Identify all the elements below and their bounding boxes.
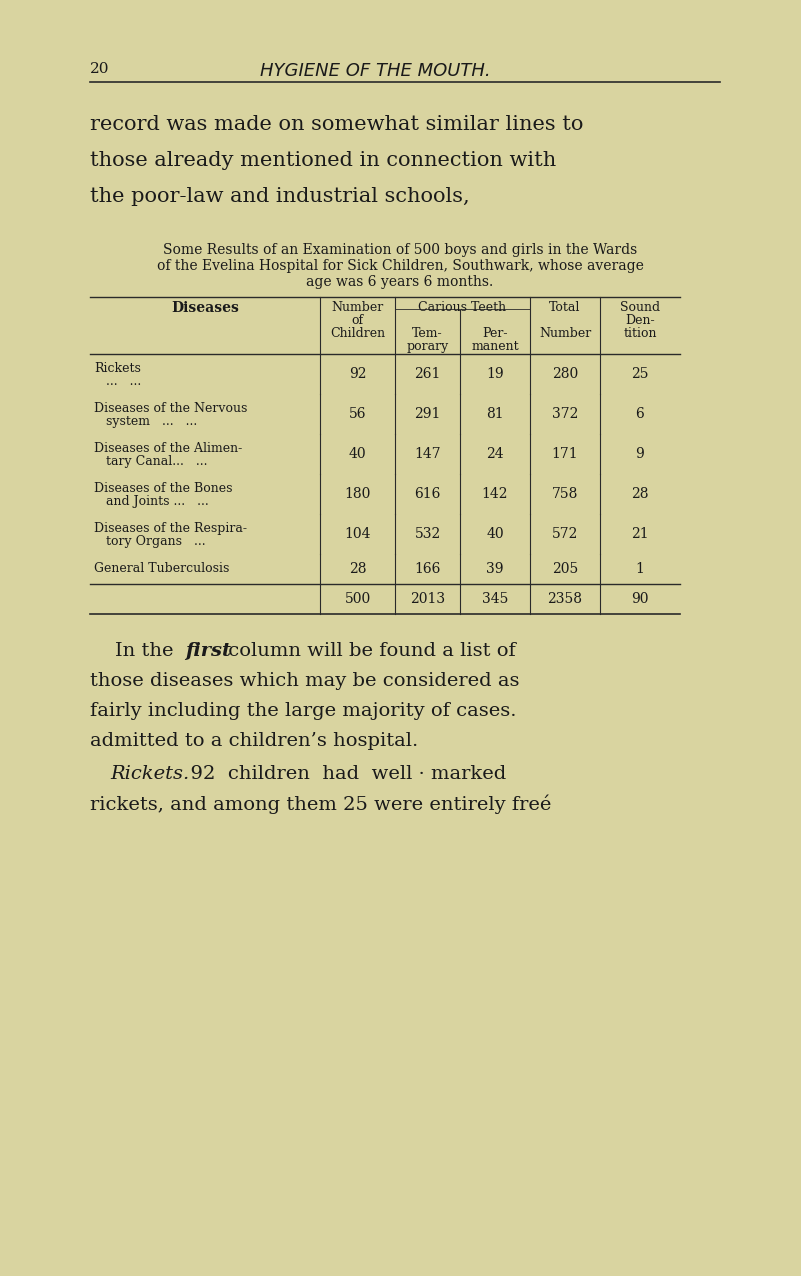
Text: Per-: Per- [482, 327, 508, 339]
Text: Tem-: Tem- [413, 327, 443, 339]
Text: 205: 205 [552, 561, 578, 575]
Text: 6: 6 [636, 407, 644, 421]
Text: Diseases of the Nervous: Diseases of the Nervous [94, 402, 248, 415]
Text: HYGIENE OF THE MOUTH.: HYGIENE OF THE MOUTH. [260, 63, 491, 80]
Text: Total: Total [549, 301, 581, 314]
Text: 180: 180 [344, 487, 371, 501]
Text: Sound: Sound [620, 301, 660, 314]
Text: 40: 40 [486, 527, 504, 541]
Text: 171: 171 [552, 447, 578, 461]
Text: 21: 21 [631, 527, 649, 541]
Text: tory Organs   ...: tory Organs ... [106, 535, 206, 547]
Text: 9: 9 [636, 447, 644, 461]
Text: 758: 758 [552, 487, 578, 501]
Text: 142: 142 [481, 487, 509, 501]
Text: ...   ...: ... ... [106, 375, 141, 388]
Text: 20: 20 [90, 63, 110, 77]
Text: 104: 104 [344, 527, 371, 541]
Text: manent: manent [471, 339, 519, 353]
Text: porary: porary [406, 339, 449, 353]
Text: rickets, and among them 25 were entirely freé: rickets, and among them 25 were entirely… [90, 795, 551, 814]
Text: tary Canal...   ...: tary Canal... ... [106, 456, 207, 468]
Text: those already mentioned in connection with: those already mentioned in connection wi… [90, 151, 556, 170]
Text: Den-: Den- [626, 314, 654, 327]
Text: 280: 280 [552, 367, 578, 382]
Text: 40: 40 [348, 447, 366, 461]
Text: those diseases which may be considered as: those diseases which may be considered a… [90, 672, 520, 690]
Text: Children: Children [330, 327, 385, 339]
Text: and Joints ...   ...: and Joints ... ... [106, 495, 209, 508]
Text: 25: 25 [631, 367, 649, 382]
Text: 56: 56 [348, 407, 366, 421]
Text: 92  children  had  well · marked: 92 children had well · marked [178, 766, 506, 783]
Text: of: of [352, 314, 364, 327]
Text: 39: 39 [486, 561, 504, 575]
Text: Carious Teeth: Carious Teeth [418, 301, 506, 314]
Text: Number: Number [539, 327, 591, 339]
Text: Diseases: Diseases [171, 301, 239, 315]
Text: system   ...   ...: system ... ... [106, 415, 197, 427]
Text: of the Evelina Hospital for Sick Children, Southwark, whose average: of the Evelina Hospital for Sick Childre… [156, 259, 643, 273]
Text: admitted to a children’s hospital.: admitted to a children’s hospital. [90, 732, 418, 750]
Text: Rickets.: Rickets. [110, 766, 189, 783]
Text: column will be found a list of: column will be found a list of [222, 642, 516, 660]
Text: the poor-law and industrial schools,: the poor-law and industrial schools, [90, 188, 469, 205]
Text: 572: 572 [552, 527, 578, 541]
Text: Rickets: Rickets [94, 362, 141, 375]
Text: 532: 532 [414, 527, 441, 541]
Text: Diseases of the Alimen-: Diseases of the Alimen- [94, 441, 242, 456]
Text: 291: 291 [414, 407, 441, 421]
Text: record was made on somewhat similar lines to: record was made on somewhat similar line… [90, 115, 583, 134]
Text: 92: 92 [348, 367, 366, 382]
Text: 19: 19 [486, 367, 504, 382]
Text: 2013: 2013 [410, 592, 445, 606]
Text: Some Results of an Examination of 500 boys and girls in the Wards: Some Results of an Examination of 500 bo… [163, 242, 637, 256]
Text: 345: 345 [482, 592, 508, 606]
Text: fairly including the large majority of cases.: fairly including the large majority of c… [90, 702, 517, 720]
Text: 500: 500 [344, 592, 371, 606]
Text: 24: 24 [486, 447, 504, 461]
Text: Number: Number [332, 301, 384, 314]
Text: 147: 147 [414, 447, 441, 461]
Text: 261: 261 [414, 367, 441, 382]
Text: age was 6 years 6 months.: age was 6 years 6 months. [306, 276, 493, 288]
Text: Diseases of the Respira-: Diseases of the Respira- [94, 522, 247, 535]
Text: 81: 81 [486, 407, 504, 421]
Text: 166: 166 [414, 561, 441, 575]
Text: 616: 616 [414, 487, 441, 501]
Text: 90: 90 [631, 592, 649, 606]
Text: General Tuberculosis: General Tuberculosis [94, 561, 229, 575]
Text: tition: tition [623, 327, 657, 339]
Text: 28: 28 [348, 561, 366, 575]
Text: 372: 372 [552, 407, 578, 421]
Text: first: first [185, 642, 231, 660]
Text: 2358: 2358 [548, 592, 582, 606]
Text: Diseases of the Bones: Diseases of the Bones [94, 482, 232, 495]
Text: 28: 28 [631, 487, 649, 501]
Text: 1: 1 [635, 561, 645, 575]
Text: In the: In the [90, 642, 179, 660]
